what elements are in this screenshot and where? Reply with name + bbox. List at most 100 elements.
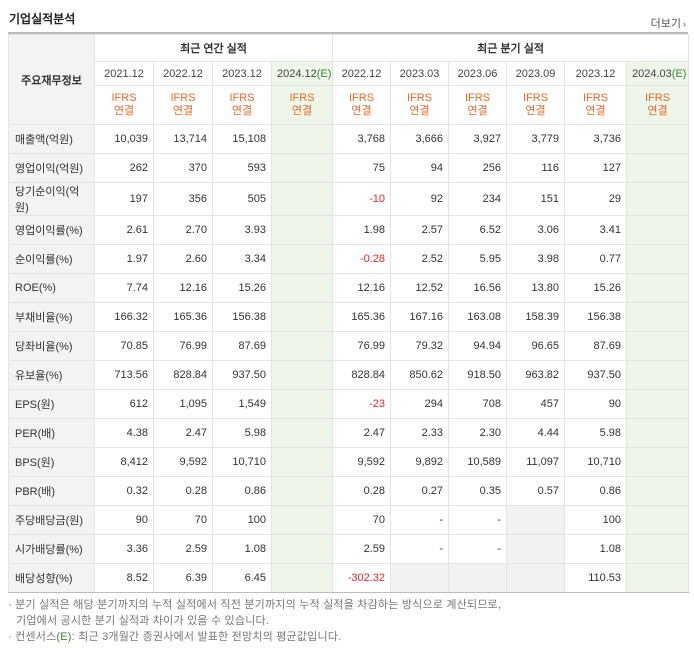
value-cell: 3.41: [564, 215, 628, 245]
more-link[interactable]: 더보기 ›: [651, 15, 686, 31]
value-cell: 234: [448, 182, 508, 216]
value-cell: 4.44: [506, 418, 566, 448]
value-cell: 158.39: [506, 302, 566, 332]
basis-scope: 연결: [467, 105, 488, 117]
row-label: 당좌비율(%): [8, 331, 95, 361]
value-cell: 87.69: [564, 331, 628, 361]
value-cell: [270, 302, 334, 332]
footnote-2-post: : 최근 3개월간 증권사에서 발표한 전망치의 평균값입니다.: [71, 631, 342, 643]
value-cell: 2.57: [390, 215, 450, 245]
value-cell: 3,927: [448, 124, 508, 154]
value-cell: 1,095: [153, 389, 213, 419]
basis-standard: IFRS: [111, 92, 137, 104]
value-cell: 70: [153, 505, 213, 535]
value-cell: [390, 563, 450, 593]
value-cell: 2.47: [153, 418, 213, 448]
basis-standard: IFRS: [289, 92, 315, 104]
value-cell: 87.69: [212, 331, 272, 361]
period-header: 2023.09: [506, 61, 566, 86]
row-label: 순이익률(%): [8, 244, 95, 274]
value-cell: -: [448, 505, 508, 535]
top-divider: [8, 32, 688, 34]
table-row: 당기순이익(억원) 197 356 505 -10 92 234 151 29: [8, 182, 690, 216]
value-cell: 76.99: [332, 331, 392, 361]
basis-scope: 연결: [409, 105, 430, 117]
value-cell: 94: [390, 153, 450, 183]
value-cell: 3.98: [506, 244, 566, 274]
value-cell: [270, 273, 334, 303]
period-header: 2023.03: [390, 61, 450, 86]
value-cell: 2.59: [153, 534, 213, 564]
basis-standard: IFRS: [523, 92, 549, 104]
row-label: 배당성향(%): [8, 563, 95, 593]
footnote-1: · 분기 실적은 해당 분기까지의 누적 실적에서 직전 분기까지의 누적 실적…: [8, 599, 502, 611]
quarter-group-header: 최근 분기 실적: [332, 34, 690, 62]
estimate-tag: (E): [56, 631, 72, 643]
period-header: 2023.12: [212, 61, 272, 86]
financial-table: 주요재무정보 최근 연간 실적 최근 분기 실적 2021.12 2022.12 2…: [8, 34, 690, 593]
value-cell: 0.32: [94, 476, 154, 506]
value-cell: [626, 182, 690, 216]
value-cell: 1.97: [94, 244, 154, 274]
value-cell: 294: [390, 389, 450, 419]
more-label: 더보기: [650, 18, 681, 30]
value-cell: 0.27: [390, 476, 450, 506]
value-cell: 2.59: [332, 534, 392, 564]
value-cell: 13,714: [153, 124, 213, 154]
value-cell: 828.84: [332, 360, 392, 390]
value-cell: 3.36: [94, 534, 154, 564]
value-cell: 6.52: [448, 215, 508, 245]
value-cell: [506, 534, 566, 564]
table-row: 유보율(%) 713.56 828.84 937.50 828.84 850.62 918.…: [8, 360, 690, 390]
value-cell: 16.56: [448, 273, 508, 303]
value-cell: [626, 273, 690, 303]
value-cell: [626, 244, 690, 274]
value-cell: 0.35: [448, 476, 508, 506]
basis-scope: 연결: [647, 105, 668, 117]
footnote-1-cont: 기업에서 공시한 분기 실적과 차이가 있을 수 있습니다.: [16, 615, 270, 627]
table-row: 시가배당률(%) 3.36 2.59 1.08 2.59- -1.08: [8, 534, 690, 564]
value-cell: 4.38: [94, 418, 154, 448]
table-row: 부채비율(%) 166.32 165.36 156.38 165.36 167.16 163…: [8, 302, 690, 332]
value-cell: [506, 563, 566, 593]
value-cell: -: [448, 534, 508, 564]
row-label: ROE(%): [8, 273, 95, 303]
value-cell: 0.57: [506, 476, 566, 506]
period-label: 2024.12: [277, 67, 317, 80]
section-title: 기업실적분석: [9, 12, 76, 26]
period-header: 2022.12: [332, 61, 392, 86]
row-label: 매출액(억원): [8, 124, 95, 154]
value-cell: 12.16: [332, 273, 392, 303]
period-header: 2023.12: [564, 61, 628, 86]
period-label: 2023.09: [515, 67, 556, 80]
value-cell: 3,768: [332, 124, 392, 154]
row-label: 시가배당률(%): [8, 534, 95, 564]
period-label: 2022.12: [341, 67, 382, 80]
table-row: 주당배당금(원) 90 70 100 70- -100: [8, 505, 690, 535]
row-label: BPS(원): [8, 447, 95, 477]
period-header: 2024.03(E): [626, 61, 690, 86]
value-cell: 10,589: [448, 447, 508, 477]
value-cell: -302.32: [332, 563, 392, 593]
value-cell: 70.85: [94, 331, 154, 361]
value-cell: 3.93: [212, 215, 272, 245]
row-label: 영업이익률(%): [8, 215, 95, 245]
value-cell: 2.60: [153, 244, 213, 274]
value-cell: 116: [506, 153, 566, 183]
footnote-2: · 컨센서스(E): 최근 3개월간 증권사에서 발표한 전망치의 평균값입니다…: [8, 631, 342, 643]
basis-header: IFRS 연결: [448, 85, 508, 125]
basis-header: IFRS 연결: [332, 85, 392, 125]
value-cell: 94.94: [448, 331, 508, 361]
value-cell: [626, 360, 690, 390]
value-cell: [626, 215, 690, 245]
period-label: 2023.12: [575, 67, 616, 80]
value-cell: 1.08: [212, 534, 272, 564]
value-cell: [270, 331, 334, 361]
value-cell: 127: [564, 153, 628, 183]
table-row: ROE(%) 7.74 12.16 15.26 12.16 12.52 16.56 13.80…: [8, 273, 690, 303]
value-cell: 918.50: [448, 360, 508, 390]
value-cell: [270, 563, 334, 593]
period-header: 2024.12(E): [270, 61, 334, 86]
value-cell: 165.36: [332, 302, 392, 332]
estimate-tag: (E): [316, 67, 332, 80]
